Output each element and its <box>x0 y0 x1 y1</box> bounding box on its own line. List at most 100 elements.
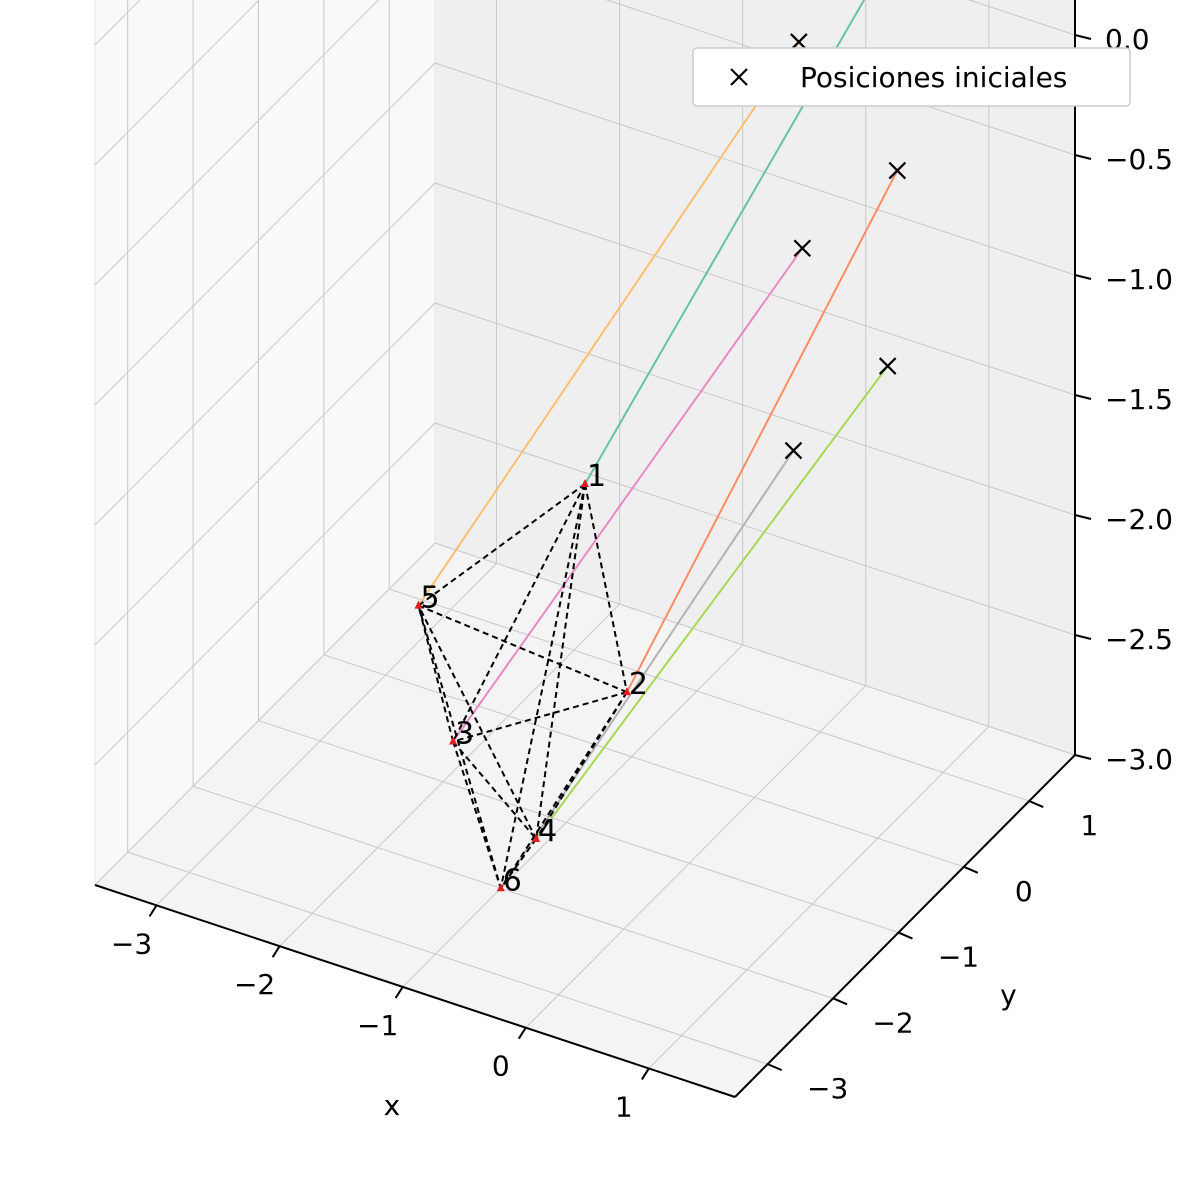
edge-3-6 <box>452 741 502 889</box>
z-tick-label: −0.5 <box>1105 143 1173 176</box>
z-tick-mark <box>1074 154 1092 160</box>
initial-marker-6 <box>784 441 803 460</box>
z-tick-label: −3.0 <box>1105 743 1173 776</box>
edge-4-6 <box>499 838 537 889</box>
node-marker-6 <box>496 883 505 892</box>
node-marker-4 <box>532 834 541 842</box>
edge-4-5 <box>417 605 538 840</box>
grid-line-z-left <box>94 302 436 646</box>
edge-3-4 <box>452 740 537 840</box>
x-tick-mark <box>148 904 158 917</box>
y-tick-label: −3 <box>807 1072 848 1105</box>
edge-1-2 <box>584 483 628 693</box>
grid-line-z-back <box>434 542 1076 756</box>
edge-2-3 <box>452 691 628 743</box>
axes-panes <box>94 0 1076 1098</box>
grid-line-x-floor <box>156 563 497 906</box>
y-tick-label: −1 <box>938 941 979 974</box>
node-label-3: 3 <box>455 717 474 752</box>
x-tick-label: 1 <box>615 1090 633 1123</box>
trajectory-line-3 <box>452 247 804 743</box>
legend-marker <box>730 68 748 86</box>
grid-line-y-floor <box>323 654 965 868</box>
node-marker-5 <box>414 600 423 609</box>
x-tick-label: 0 <box>492 1050 510 1083</box>
grid-line-z-left <box>94 542 436 886</box>
legend-label: Posiciones iniciales <box>800 61 1067 94</box>
grid-line-x-floor <box>525 685 867 1029</box>
z-tick-label: −2.5 <box>1105 623 1173 656</box>
x-marker-stroke <box>878 357 897 375</box>
z-tick-mark <box>1074 274 1092 280</box>
x-tick-mark <box>517 1027 527 1040</box>
y-tick-label: −2 <box>872 1006 913 1039</box>
y-tick-mark <box>898 931 913 940</box>
grid-line-z-left <box>94 182 436 526</box>
z-tick-mark <box>1074 634 1092 640</box>
initial-marker-2 <box>888 161 907 180</box>
x-axis-line <box>94 884 736 1098</box>
z-tick-mark <box>1074 514 1092 520</box>
initial-marker-3 <box>793 239 812 258</box>
node-label-1: 1 <box>587 459 606 494</box>
x-axis-label: x <box>384 1089 401 1122</box>
y-tick-label: 0 <box>1015 875 1033 908</box>
node-label-4: 4 <box>538 814 557 849</box>
axes-grid <box>94 0 1076 1069</box>
node-marker-2 <box>622 687 631 696</box>
z-tick-label: −1.5 <box>1105 383 1173 416</box>
y-tick-mark <box>767 1063 783 1072</box>
x-tick-label: −3 <box>111 927 152 960</box>
edge-1-5 <box>417 483 586 607</box>
y-axis-line <box>734 754 1076 1098</box>
grid-line-y-floor <box>258 720 899 934</box>
edge-2-6 <box>499 691 628 889</box>
trajectory-line-4 <box>535 365 889 840</box>
z-tick-mark <box>1074 394 1092 400</box>
y-tick-mark <box>963 865 979 874</box>
node-label-2: 2 <box>629 667 648 702</box>
grid-line-y-floor <box>389 588 1030 802</box>
edge-2-5 <box>418 604 628 694</box>
x-tick-mark <box>271 945 281 958</box>
x-tick-label: −1 <box>357 1009 398 1042</box>
y-tick-label: 1 <box>1080 809 1098 842</box>
grid-line-y-floor <box>192 785 834 999</box>
edge-3-5 <box>417 605 455 742</box>
grid-line-z-back <box>434 62 1076 276</box>
node-marker-3 <box>449 736 458 745</box>
trajectory-line-5 <box>417 41 800 607</box>
grid-line-z-left <box>94 0 380 286</box>
node-label-6: 6 <box>503 863 522 898</box>
x-marker-stroke <box>784 441 803 460</box>
node-label-5: 5 <box>420 581 439 616</box>
y-tick-mark <box>832 997 848 1006</box>
legend-box <box>692 47 1131 107</box>
y-tick-mark <box>1028 800 1044 808</box>
grid-line-x-floor <box>402 644 744 988</box>
axes-ticks: −3−2−101−3−2−101−3.0−2.5−2.0−1.5−1.0−0.5… <box>111 23 1173 1123</box>
x-marker-stroke <box>793 239 812 258</box>
trajectory-line-1 <box>584 0 866 485</box>
z-tick-mark <box>1074 34 1092 40</box>
x-marker-stroke <box>730 68 748 86</box>
edge-1-3 <box>452 483 586 742</box>
edge-5-6 <box>417 605 502 889</box>
grid-line-z-left <box>94 0 260 166</box>
grid-line-z-back <box>434 302 1076 516</box>
x-tick-label: −2 <box>234 968 275 1001</box>
initial-marker-4 <box>878 357 897 375</box>
trajectory-line-6 <box>499 449 795 889</box>
x-marker-stroke <box>888 161 907 180</box>
z-tick-label: −1.0 <box>1105 263 1173 296</box>
grid-line-z-left <box>94 422 436 766</box>
edge-2-4 <box>535 691 628 840</box>
edge-1-6 <box>499 483 586 889</box>
x-tick-mark <box>394 986 404 999</box>
grid-line-z-back <box>434 182 1076 396</box>
grid-line-x-floor <box>648 726 990 1069</box>
legend: Posiciones iniciales <box>692 47 1131 107</box>
z-tick-label: −2.0 <box>1105 503 1173 536</box>
grid-line-z-left <box>94 62 436 406</box>
